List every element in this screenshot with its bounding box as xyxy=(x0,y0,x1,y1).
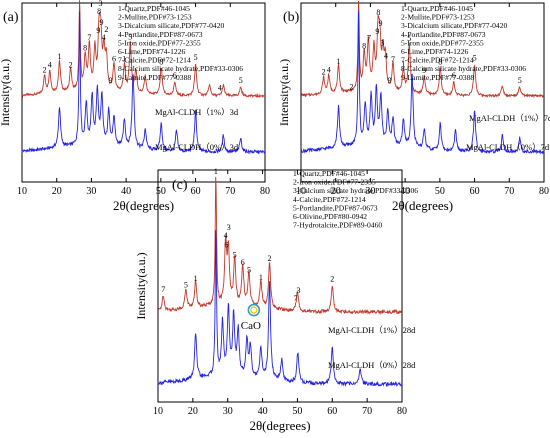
x-tick-label: 60 xyxy=(470,186,480,197)
x-tick-label: 40 xyxy=(121,186,131,197)
phase-legend-entry: 7-Hydrotalcite,PDF#89-0460 xyxy=(293,221,382,230)
x-axis-label: 2θ(degrees) xyxy=(113,198,174,213)
peak-annotation: 9 xyxy=(378,19,382,28)
peak-annotation: 7 xyxy=(391,55,395,64)
peak-annotation: 2 xyxy=(43,65,47,74)
x-tick-label: 70 xyxy=(504,186,514,197)
x-tick-label: 50 xyxy=(156,186,166,197)
y-axis-label: Intensity(a.u.) xyxy=(277,59,291,126)
peak-annotation: 2 xyxy=(268,254,272,263)
x-tick-label: 20 xyxy=(188,406,198,417)
panel-label: (c) xyxy=(172,178,188,193)
peak-annotation: 9 xyxy=(99,18,103,27)
peak-annotation: 4 xyxy=(224,231,228,240)
peak-annotation: 7 xyxy=(161,285,165,294)
series-label: MgAl-CLDH（1%）28d xyxy=(328,325,416,335)
peak-annotation: 1 xyxy=(336,57,340,66)
peak-annotation: 4 xyxy=(48,61,52,70)
x-tick-label: 70 xyxy=(225,186,235,197)
y-axis-label: Intensity(a.u.) xyxy=(134,252,148,319)
peak-annotation: 1 xyxy=(214,167,218,176)
x-tick-label: 50 xyxy=(292,406,302,417)
peak-annotation: 1 xyxy=(259,273,263,282)
peak-annotation: 5 xyxy=(518,76,522,85)
peak-annotation: 4 xyxy=(384,52,388,61)
peak-annotation: 1 xyxy=(194,274,198,283)
peak-annotation: 9 xyxy=(388,76,392,85)
phase-legend-entry: 9-Larnite,PDF#77-0388 xyxy=(401,73,474,82)
x-tick-label: 40 xyxy=(258,406,268,417)
phase-legend-entry: 9-Larnite,PDF#77-0388 xyxy=(118,73,191,82)
peak-annotation: 7 xyxy=(367,34,371,43)
series-label: MgAl-CLDH（0%）28d xyxy=(328,360,416,370)
peak-annotation: 5 xyxy=(247,265,251,274)
x-tick-label: 30 xyxy=(223,406,233,417)
peak-annotation: 3 xyxy=(296,286,300,295)
peak-annotation: 8 xyxy=(376,8,380,17)
series-label: MgAl-CLDH（1%）3d xyxy=(155,107,239,117)
peak-annotation: 2 xyxy=(349,83,353,92)
peak-annotation: 2 xyxy=(330,275,334,284)
peak-annotation: 7 xyxy=(294,294,298,303)
x-tick-label: 50 xyxy=(435,186,445,197)
peak-annotation: 4 xyxy=(327,65,331,74)
x-tick-label: 10 xyxy=(153,406,163,417)
peak-annotation: 5 xyxy=(194,53,198,62)
panel-label: (b) xyxy=(283,10,300,25)
x-tick-label: 30 xyxy=(86,186,96,197)
peak-annotation: 4 xyxy=(218,83,222,92)
x-tick-label: 60 xyxy=(327,406,337,417)
peak-annotation: 2 xyxy=(69,61,73,70)
peak-annotation: 4 xyxy=(102,33,106,42)
cao-label: CaO xyxy=(241,320,261,332)
x-axis-label: 2θ(degrees) xyxy=(249,418,310,433)
peak-annotation: 9 xyxy=(109,76,113,85)
series-label: MgAl-CLDH（1%）7d xyxy=(469,113,550,123)
panel-label: (a) xyxy=(3,10,19,25)
x-tick-label: 60 xyxy=(191,186,201,197)
peak-annotation: 6 xyxy=(112,55,116,64)
peak-annotation: 3 xyxy=(380,38,384,47)
peak-annotation: 1 xyxy=(57,52,61,61)
peak-annotation: 3 xyxy=(227,223,231,232)
peak-annotation: 1 xyxy=(357,0,361,1)
series-label: MgAl-CLDH（0%）7d xyxy=(466,142,550,152)
peak-annotation: 2 xyxy=(104,25,108,34)
x-tick-label: 70 xyxy=(362,406,372,417)
peak-annotation: 3 xyxy=(98,0,102,8)
peak-annotation: 5 xyxy=(233,250,237,259)
peak-annotation: 8 xyxy=(97,7,101,16)
x-tick-label: 80 xyxy=(539,186,549,197)
peak-annotation: 5 xyxy=(184,280,188,289)
peak-annotation: 2 xyxy=(322,67,326,76)
x-tick-label: 80 xyxy=(260,186,270,197)
peak-annotation: 9 xyxy=(375,27,379,36)
y-axis-label: Intensity(a.u.) xyxy=(0,59,12,126)
peak-annotation: 9 xyxy=(96,26,100,35)
peak-annotation: 8 xyxy=(362,42,366,51)
series-label: MgAl-CLDH（0%）3d xyxy=(155,142,239,152)
x-tick-label: 20 xyxy=(52,186,62,197)
peak-annotation: 6 xyxy=(224,241,228,250)
peak-annotation: 5 xyxy=(239,76,243,85)
x-axis-label: 2θ(degrees) xyxy=(392,198,453,213)
peak-annotation: 7 xyxy=(87,33,91,42)
peak-annotation: 6 xyxy=(241,258,245,267)
peak-annotation: 8 xyxy=(83,44,87,53)
x-tick-label: 10 xyxy=(17,186,27,197)
x-tick-label: 80 xyxy=(397,406,407,417)
